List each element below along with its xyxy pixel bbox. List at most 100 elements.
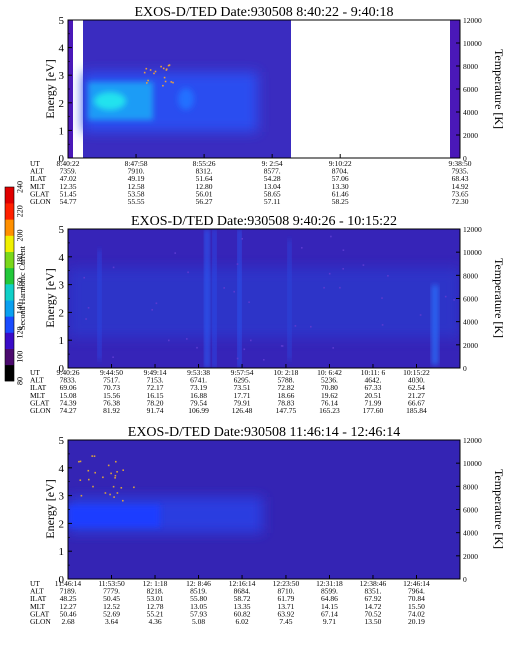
- table-cell: 8:55:26: [193, 159, 216, 168]
- speckle: [114, 477, 116, 479]
- colorbar: 80 100 120 140 160 180 200 220 240: [4, 181, 25, 385]
- speckle: [339, 286, 341, 289]
- table-cell: 12:46:14: [403, 579, 430, 588]
- speckle: [248, 301, 250, 303]
- table-cell: 7189.: [60, 587, 77, 596]
- table-cell: 13.50: [365, 617, 382, 626]
- table-cell: 47.02: [60, 174, 77, 183]
- table-cell: 48.25: [60, 594, 77, 603]
- y-tick-label: 0: [59, 153, 65, 165]
- speckle: [281, 345, 284, 347]
- colorbar-swatch: [5, 203, 14, 220]
- speckle: [330, 235, 332, 238]
- table-cell: 54.77: [60, 197, 77, 206]
- speckle: [102, 476, 104, 479]
- table-cell: 61.46: [332, 189, 349, 198]
- speckle: [164, 80, 167, 83]
- speckle: [419, 314, 422, 316]
- speckle: [133, 486, 135, 489]
- row-label: UT: [30, 159, 40, 168]
- table-cell: 56.27: [196, 197, 213, 206]
- y-tick-label: 1: [59, 335, 65, 347]
- colorbar-swatch: [5, 348, 14, 366]
- table-cell: 12.27: [60, 602, 77, 611]
- y-right-tick-label: 6000: [463, 85, 478, 94]
- y-tick-label: 3: [59, 491, 65, 503]
- table-cell: 70.84: [408, 594, 425, 603]
- speckle: [233, 290, 235, 293]
- row-label: MLT: [30, 602, 46, 611]
- y-right-tick-label: 8000: [463, 271, 478, 280]
- row-label: UT: [30, 368, 40, 377]
- table-cell: 8519.: [190, 587, 207, 596]
- table-cell: 10:11: 6: [361, 368, 386, 377]
- table-cell: 74.39: [60, 398, 77, 407]
- speckle: [87, 307, 90, 309]
- speckle: [167, 64, 170, 67]
- speckle: [196, 346, 198, 349]
- y-right-tick-label: 0: [463, 364, 467, 373]
- y-right-tick-label: 10000: [463, 459, 482, 468]
- speckle: [87, 469, 90, 472]
- table-cell: 177.60: [363, 406, 384, 415]
- table-cell: 7910.: [128, 167, 145, 176]
- y-tick-label: 4: [59, 463, 65, 475]
- speckle: [263, 359, 265, 361]
- table-cell: 71.99: [365, 398, 382, 407]
- row-label: GLAT: [30, 398, 50, 407]
- speckle: [146, 82, 148, 84]
- speckle: [85, 318, 87, 320]
- speckle: [116, 492, 119, 494]
- table-cell: 50.46: [60, 609, 77, 618]
- colorbar-swatch: [5, 284, 14, 301]
- speckle: [83, 276, 85, 279]
- colorbar-tick-label: 240: [16, 181, 25, 193]
- colorbar-tick-label: 200: [16, 230, 25, 242]
- speckle: [93, 455, 96, 457]
- table-cell: 69.06: [60, 383, 77, 392]
- row-label: GLON: [30, 197, 51, 206]
- speckle: [323, 286, 325, 289]
- speckle: [172, 81, 174, 84]
- table-cell: 13.71: [278, 602, 295, 611]
- table-cell: 9: 2:54: [262, 159, 283, 168]
- speckle: [162, 84, 164, 87]
- table-cell: 18.66: [278, 391, 295, 400]
- speckle: [80, 494, 83, 497]
- speckle: [88, 478, 90, 481]
- table-cell: 58.25: [332, 197, 349, 206]
- speckle: [78, 460, 80, 463]
- table-cell: 64.86: [321, 594, 338, 603]
- colorbar-swatch: [5, 364, 14, 382]
- table-cell: 106.99: [188, 406, 209, 415]
- speckle: [113, 496, 115, 498]
- panel-3-ylabel-right: Temperature [K]: [492, 469, 505, 549]
- row-label: GLON: [30, 406, 51, 415]
- speckle: [381, 324, 384, 326]
- table-cell: 81.92: [103, 406, 120, 415]
- table-cell: 7517.: [103, 376, 120, 385]
- speckle: [114, 474, 117, 477]
- speckle: [112, 485, 115, 488]
- table-cell: 66.67: [408, 398, 425, 407]
- panel-1: EXOS-D/TED Date:930508 8:40:22 - 9:40:18…: [30, 5, 505, 206]
- table-cell: 51.45: [60, 189, 77, 198]
- row-label: GLON: [30, 617, 51, 626]
- panel-2-ylabel-right: Temperature [K]: [492, 258, 505, 338]
- table-cell: 9:44:50: [100, 368, 123, 377]
- table-cell: 11:46:14: [55, 579, 82, 588]
- table-cell: 12.35: [60, 182, 77, 191]
- table-cell: 76.38: [103, 398, 120, 407]
- panel-2: EXOS-D/TED Date:930508 9:40:26 - 10:15:2…: [30, 214, 505, 415]
- table-cell: 70.73: [103, 383, 120, 392]
- speckle: [94, 471, 96, 474]
- table-cell: 165.23: [319, 406, 340, 415]
- table-cell: 57.93: [190, 609, 207, 618]
- y-tick-label: 5: [59, 15, 65, 27]
- colorbar-tick-label: 120: [16, 327, 25, 339]
- table-cell: 7153.: [147, 376, 164, 385]
- speckle: [236, 263, 239, 265]
- y-right-tick-label: 2000: [463, 131, 478, 140]
- table-cell: 51.64: [196, 174, 213, 183]
